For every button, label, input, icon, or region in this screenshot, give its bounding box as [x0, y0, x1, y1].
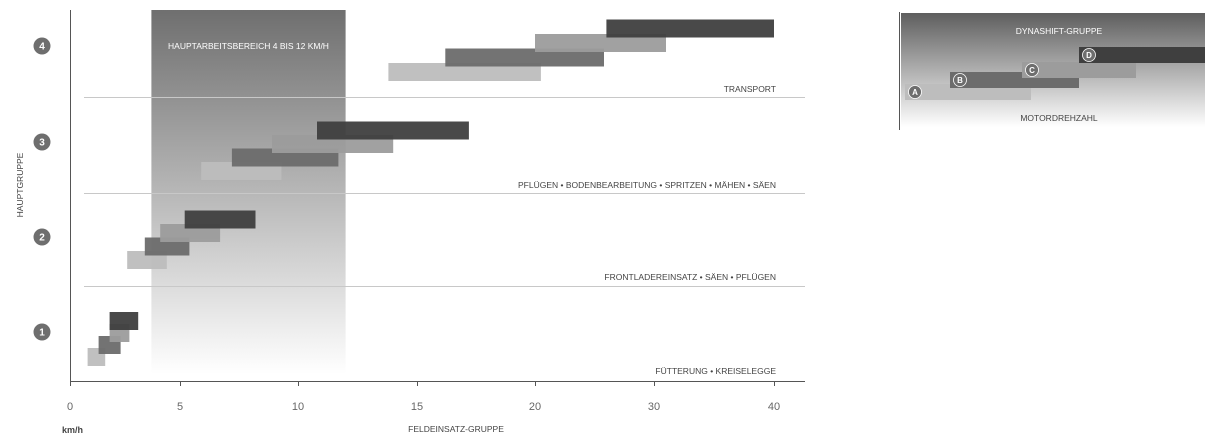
speed-bar-group1-d	[109, 312, 139, 330]
legend-badge-label-b: B	[957, 76, 963, 85]
group-usage-label-4: TRANSPORT	[724, 84, 776, 94]
group-badge-4	[33, 37, 51, 55]
legend-badge-d	[1082, 48, 1096, 62]
legend-bar-c	[1022, 62, 1136, 78]
legend-badge-label-a: A	[912, 88, 918, 97]
group-badge-2	[33, 228, 51, 246]
speed-bar-group4-a	[388, 63, 541, 81]
work-range-label: HAUPTARBEITSBEREICH 4 BIS 12 KM/H	[168, 41, 329, 51]
work-range-band	[151, 10, 346, 374]
legend-bars: A B C D	[905, 47, 1205, 100]
legend-bar-d	[1079, 47, 1205, 63]
group-usage-label-3: PFLÜGEN • BODENBEARBEITUNG • SPRITZEN • …	[518, 180, 776, 190]
legend-badge-label-d: D	[1086, 51, 1092, 60]
x-tick-label-5: 5	[177, 401, 183, 413]
group-usage-label-1: FÜTTERUNG • KREISELEGGE	[655, 366, 776, 376]
x-tick-label-15: 15	[411, 401, 423, 413]
work-range-label-group: HAUPTARBEITSBEREICH 4 BIS 12 KM/H	[168, 41, 329, 51]
legend-title: DYNASHIFT-GRUPPE	[1016, 26, 1103, 36]
legend-badge-c	[1025, 63, 1039, 77]
x-tick-label-40: 40	[768, 401, 780, 413]
dynashift-legend: DYNASHIFT-GRUPPE A B C D MOTORDREHZAHL	[899, 12, 1205, 130]
legend-badge-b	[953, 73, 967, 87]
group-separators	[84, 97, 805, 287]
x-tick-label-0: 0	[67, 401, 73, 413]
group-badge-label-2: 2	[39, 233, 45, 244]
speed-bar-group3-d	[317, 121, 469, 140]
x-axis-title: FELDEINSATZ-GRUPPE	[408, 424, 504, 434]
group-badge-1	[33, 323, 51, 341]
x-axis-unit: km/h	[62, 425, 83, 435]
speed-bar-group4-d	[606, 19, 774, 38]
y-axis-title: HAUPTGRUPPE	[15, 152, 25, 217]
legend-xlabel: MOTORDREHZAHL	[1020, 113, 1098, 123]
group-badge-label-4: 4	[39, 42, 45, 53]
x-tick-label-20: 20	[529, 401, 541, 413]
speed-bars	[87, 19, 774, 366]
legend-badge-label-c: C	[1029, 66, 1035, 75]
group-usage-labels: FÜTTERUNG • KREISELEGGE FRONTLADEREINSATZ…	[518, 84, 776, 376]
legend-badge-a	[908, 85, 922, 99]
speed-bar-group4-c	[535, 34, 666, 52]
speed-bar-group2-d	[184, 210, 256, 229]
speed-bar-group4-b	[445, 48, 604, 67]
group-badges: 1 2 3 4	[33, 37, 51, 341]
group-badge-label-3: 3	[39, 138, 45, 149]
group-badge-3	[33, 133, 51, 151]
work-range-rect	[151, 10, 346, 374]
group-badge-label-1: 1	[39, 328, 45, 339]
group-usage-label-2: FRONTLADEREINSATZ • SÄEN • PFLÜGEN	[604, 272, 776, 282]
x-tick-label-10: 10	[292, 401, 304, 413]
x-tick-label-30: 30	[648, 401, 660, 413]
x-axis: 0 5 10 15 20 30 40	[67, 10, 805, 413]
